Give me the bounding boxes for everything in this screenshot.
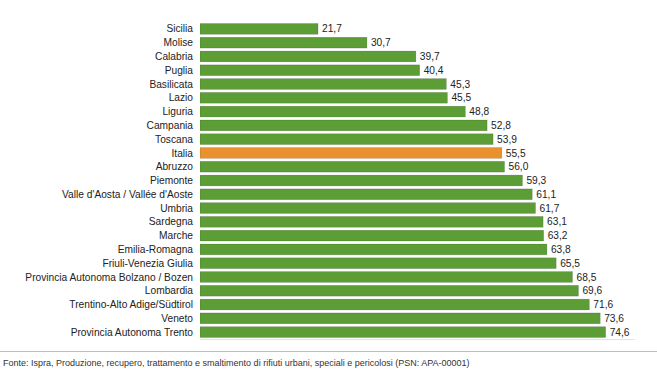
category-label: Lazio — [169, 92, 194, 103]
category-label: Liguria — [162, 106, 193, 117]
data-label: 65,5 — [560, 258, 580, 269]
bar — [200, 258, 556, 269]
data-label: 74,6 — [610, 327, 630, 338]
category-label: Valle d'Aosta / Vallée d'Aoste — [62, 189, 193, 200]
category-label: Puglia — [165, 65, 194, 76]
data-label: 63,1 — [547, 216, 567, 227]
category-label: Abruzzo — [156, 161, 194, 172]
category-label: Calabria — [155, 51, 193, 62]
data-label: 71,6 — [593, 299, 613, 310]
bar — [200, 161, 505, 172]
bar — [200, 106, 465, 117]
category-label: Umbria — [160, 203, 193, 214]
category-label: Toscana — [155, 134, 193, 145]
data-label: 40,4 — [424, 65, 444, 76]
bar — [200, 216, 543, 227]
category-label: Italia — [171, 148, 193, 159]
data-label: 39,7 — [420, 51, 440, 62]
separator — [0, 351, 657, 352]
data-label: 53,9 — [497, 134, 517, 145]
bar — [200, 51, 416, 62]
bar — [200, 65, 420, 76]
category-label: Sicilia — [166, 23, 193, 34]
data-label: 45,3 — [450, 79, 470, 90]
category-label: Piemonte — [150, 175, 193, 186]
data-label: 73,6 — [604, 313, 624, 324]
x-axis-line — [200, 339, 635, 340]
data-label: 56,0 — [509, 161, 529, 172]
bar — [200, 285, 578, 296]
labels: Sicilia 21,7 Molise 30,7 Calabria 39,7 Puglia 4… — [25, 23, 629, 337]
bar — [200, 134, 493, 145]
category-label: Trentino-Alto Adige/Südtirol — [69, 299, 193, 310]
category-label: Marche — [159, 230, 193, 241]
chart-svg: Sicilia 21,7 Molise 30,7 Calabria 39,7 Puglia 4… — [0, 0, 657, 380]
data-label: 48,8 — [469, 106, 489, 117]
data-label: 21,7 — [322, 23, 342, 34]
category-label: Campania — [147, 120, 194, 131]
data-label: 45,5 — [451, 92, 471, 103]
chart-container: Sicilia 21,7 Molise 30,7 Calabria 39,7 Puglia 4… — [0, 0, 657, 380]
bar — [200, 92, 447, 103]
category-label: Lombardia — [145, 285, 193, 296]
bar — [200, 189, 532, 200]
bar — [200, 313, 600, 324]
bar — [200, 299, 589, 310]
bar — [200, 37, 367, 48]
bar — [200, 175, 522, 186]
source-note: Fonte: Ispra, Produzione, recupero, trat… — [3, 358, 470, 368]
data-label: 63,2 — [548, 230, 568, 241]
bars — [200, 24, 606, 338]
data-label: 68,5 — [576, 272, 596, 283]
bar — [200, 120, 487, 131]
data-label: 61,7 — [539, 203, 559, 214]
data-label: 52,8 — [491, 120, 511, 131]
bar — [200, 327, 606, 338]
category-label: Veneto — [161, 313, 193, 324]
category-label: Emilia-Romagna — [118, 244, 194, 255]
category-label: Sardegna — [149, 216, 194, 227]
data-label: 30,7 — [371, 37, 391, 48]
data-label: 59,3 — [526, 175, 546, 186]
data-label: 63,8 — [551, 244, 571, 255]
bar — [200, 203, 535, 214]
data-label: 61,1 — [536, 189, 556, 200]
bar — [200, 244, 547, 255]
bar — [200, 148, 502, 159]
category-label: Provincia Autonoma Trento — [71, 327, 194, 338]
bar — [200, 79, 446, 90]
category-label: Molise — [164, 37, 194, 48]
category-label: Provincia Autonoma Bolzano / Bozen — [25, 272, 193, 283]
data-label: 55,5 — [506, 148, 526, 159]
category-label: Friuli-Venezia Giulia — [102, 258, 193, 269]
bar — [200, 272, 572, 283]
bar — [200, 24, 318, 35]
bar — [200, 230, 544, 241]
data-label: 69,6 — [582, 285, 602, 296]
category-label: Basilicata — [149, 79, 193, 90]
